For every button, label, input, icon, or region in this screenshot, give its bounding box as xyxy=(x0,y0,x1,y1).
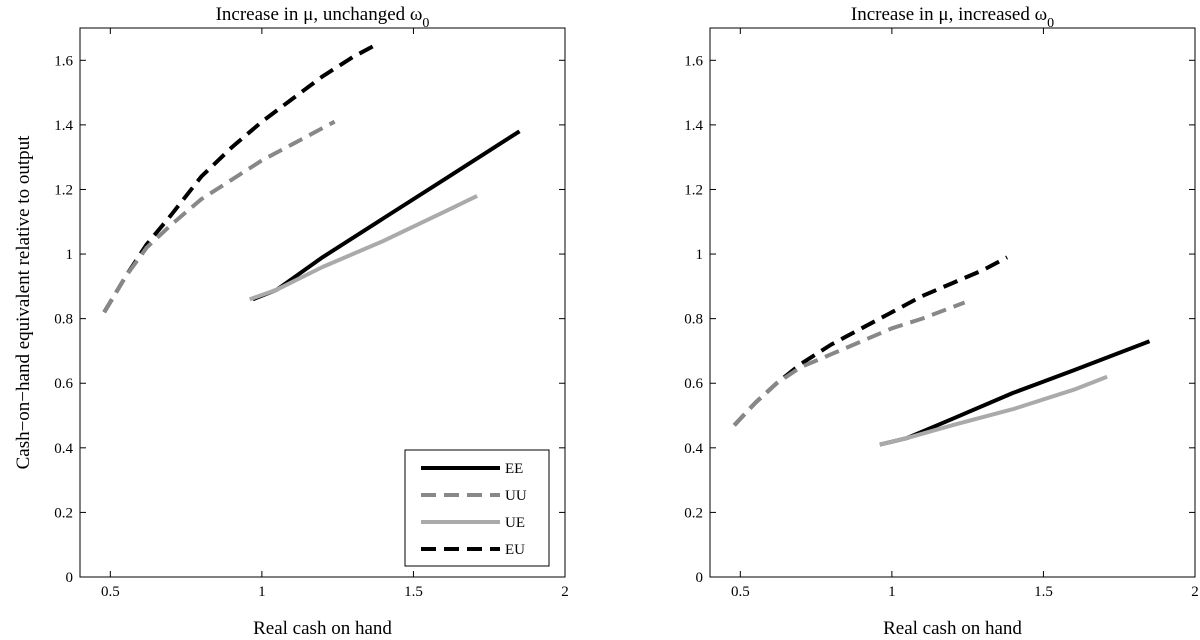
chart-title-main: Increase in μ, unchanged ω xyxy=(216,4,423,25)
series-line-eu xyxy=(732,255,1009,427)
chart-title: Increase in μ, increased ω0 xyxy=(851,4,1054,31)
chart-title-subscript: 0 xyxy=(422,16,429,31)
series-line-ee xyxy=(879,339,1151,447)
y-tick-label: 0.8 xyxy=(684,312,703,328)
y-tick-label: 0.2 xyxy=(684,505,703,521)
y-tick-label: 0.2 xyxy=(54,505,73,521)
x-axis-label: Real cash on hand xyxy=(253,618,392,639)
y-tick-label: 1.2 xyxy=(54,182,73,198)
y-axis-label: Cash−on−hand equivalent relative to outp… xyxy=(13,135,34,470)
x-tick-label: 1 xyxy=(888,584,896,600)
plot-frame xyxy=(79,27,566,578)
y-tick-label: 0.6 xyxy=(54,376,73,392)
y-tick-label: 0.4 xyxy=(54,441,73,457)
legend-label-ee: EE xyxy=(505,461,523,477)
series-line-ue xyxy=(879,374,1108,447)
y-tick-label: 1.6 xyxy=(54,53,73,69)
y-tick-label: 0.4 xyxy=(684,441,703,457)
chart-title: Increase in μ, unchanged ω0 xyxy=(216,4,430,31)
y-tick-label: 0.6 xyxy=(684,376,703,392)
y-tick-label: 1 xyxy=(66,247,74,263)
x-tick-label: 2 xyxy=(561,584,569,600)
legend-label-eu: EU xyxy=(505,542,525,558)
y-tick-label: 1.4 xyxy=(54,118,73,134)
x-axis-label: Real cash on hand xyxy=(883,618,1022,639)
x-tick-label: 1 xyxy=(258,584,266,600)
y-tick-label: 1.6 xyxy=(684,53,703,69)
y-tick-label: 1 xyxy=(696,247,704,263)
series-line-ee xyxy=(252,129,521,302)
y-tick-label: 0 xyxy=(66,570,74,586)
series-line-uu xyxy=(732,300,966,427)
chart-right: 0 0.2 0.4 0.6 0.8 1 1.2 1.4 1.6 0.5 1 1.5 2 Increase … xyxy=(684,4,1199,639)
x-tick-label: 0.5 xyxy=(731,584,750,600)
series-line-ue xyxy=(249,194,478,302)
chart-title-subscript: 0 xyxy=(1047,16,1054,31)
legend: EE UU UE EU xyxy=(404,449,550,567)
y-tick-label: 1.2 xyxy=(684,182,703,198)
chart-title-main: Increase in μ, increased ω xyxy=(851,4,1047,25)
legend-label-ue: UE xyxy=(505,515,525,531)
series-line-eu xyxy=(102,42,379,314)
series-line-uu xyxy=(102,119,336,314)
legend-label-uu: UU xyxy=(505,488,527,504)
y-tick-label: 0.8 xyxy=(54,312,73,328)
chart-left: 0 0.2 0.4 0.6 0.8 1 1.2 1.4 1.6 0.5 1 1.5 2 Increase … xyxy=(13,4,569,639)
y-tick-label: 1.4 xyxy=(684,118,703,134)
x-tick-label: 2 xyxy=(1191,584,1199,600)
y-tick-label: 0 xyxy=(696,570,704,586)
x-tick-label: 0.5 xyxy=(101,584,120,600)
x-tick-label: 1.5 xyxy=(404,584,423,600)
plot-frame xyxy=(709,27,1196,578)
x-tick-label: 1.5 xyxy=(1034,584,1053,600)
